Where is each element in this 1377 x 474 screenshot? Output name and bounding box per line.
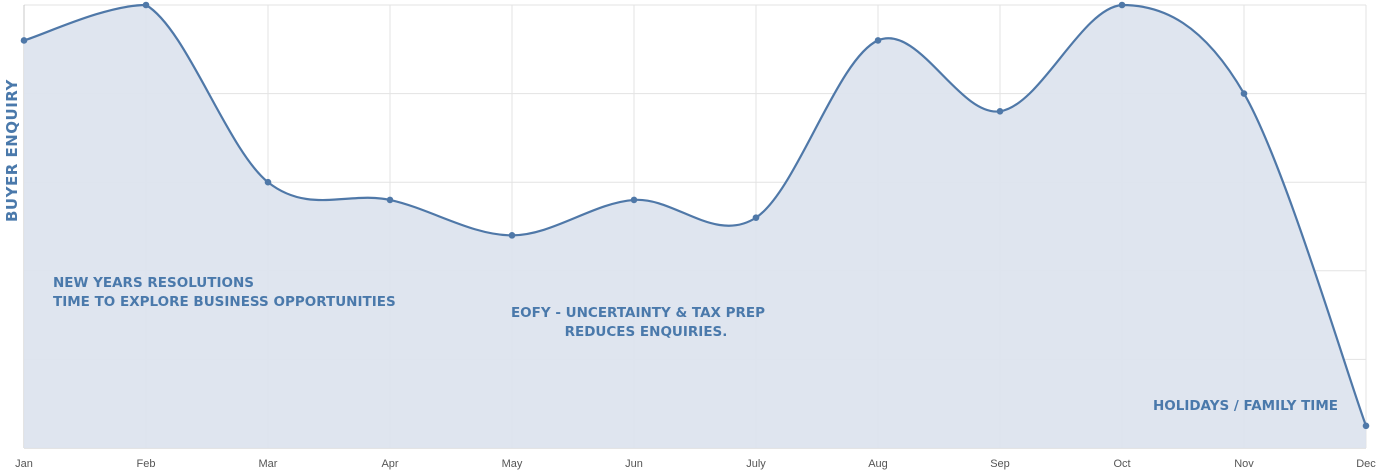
x-tick-label: Nov — [1234, 458, 1254, 470]
x-axis-ticks: Jan Feb Mar Apr May Jun July Aug Sep Oct Nov Dec — [15, 458, 1376, 470]
x-tick-label: Jan — [15, 458, 33, 470]
data-point-oct — [1118, 1, 1126, 9]
data-point-jan — [20, 37, 28, 44]
annotation-line: TIME TO EXPLORE BUSINESS OPPORTUNITIES — [53, 294, 396, 310]
data-point-dec — [1362, 422, 1370, 430]
data-point-may — [508, 232, 516, 239]
x-tick-label: Dec — [1356, 458, 1376, 470]
x-tick-label: Mar — [259, 458, 278, 470]
x-tick-label: Apr — [381, 458, 398, 470]
x-tick-label: July — [746, 458, 766, 470]
data-point-july — [752, 214, 760, 221]
x-tick-label: Oct — [1113, 458, 1130, 470]
y-axis-label: BUYER ENQUIRY — [3, 78, 21, 222]
series-area-fill — [24, 5, 1366, 448]
x-tick-label: Aug — [868, 458, 888, 470]
annotation-eofy: EOFY - UNCERTAINTY & TAX PREP REDUCES EN… — [511, 305, 765, 340]
x-tick-label: Feb — [137, 458, 156, 470]
annotation-line: HOLIDAYS / FAMILY TIME — [1153, 398, 1338, 414]
x-tick-label: May — [502, 458, 523, 470]
annotation-new-years: NEW YEARS RESOLUTIONS TIME TO EXPLORE BU… — [53, 275, 396, 310]
data-point-jun — [630, 196, 638, 204]
annotation-line: REDUCES ENQUIRIES. — [565, 324, 728, 340]
data-point-nov — [1240, 90, 1248, 97]
data-point-mar — [264, 178, 272, 186]
data-points — [20, 1, 1370, 430]
x-tick-label: Sep — [990, 458, 1010, 470]
series-line — [23, 3, 1368, 427]
data-point-sep — [996, 108, 1004, 115]
annotation-line: NEW YEARS RESOLUTIONS — [53, 275, 254, 291]
annotation-holidays: HOLIDAYS / FAMILY TIME — [1153, 398, 1338, 414]
data-point-apr — [386, 196, 394, 204]
data-point-aug — [874, 37, 882, 44]
data-point-feb — [142, 1, 150, 9]
annotation-line: EOFY - UNCERTAINTY & TAX PREP — [511, 305, 765, 321]
x-tick-label: Jun — [625, 458, 643, 470]
